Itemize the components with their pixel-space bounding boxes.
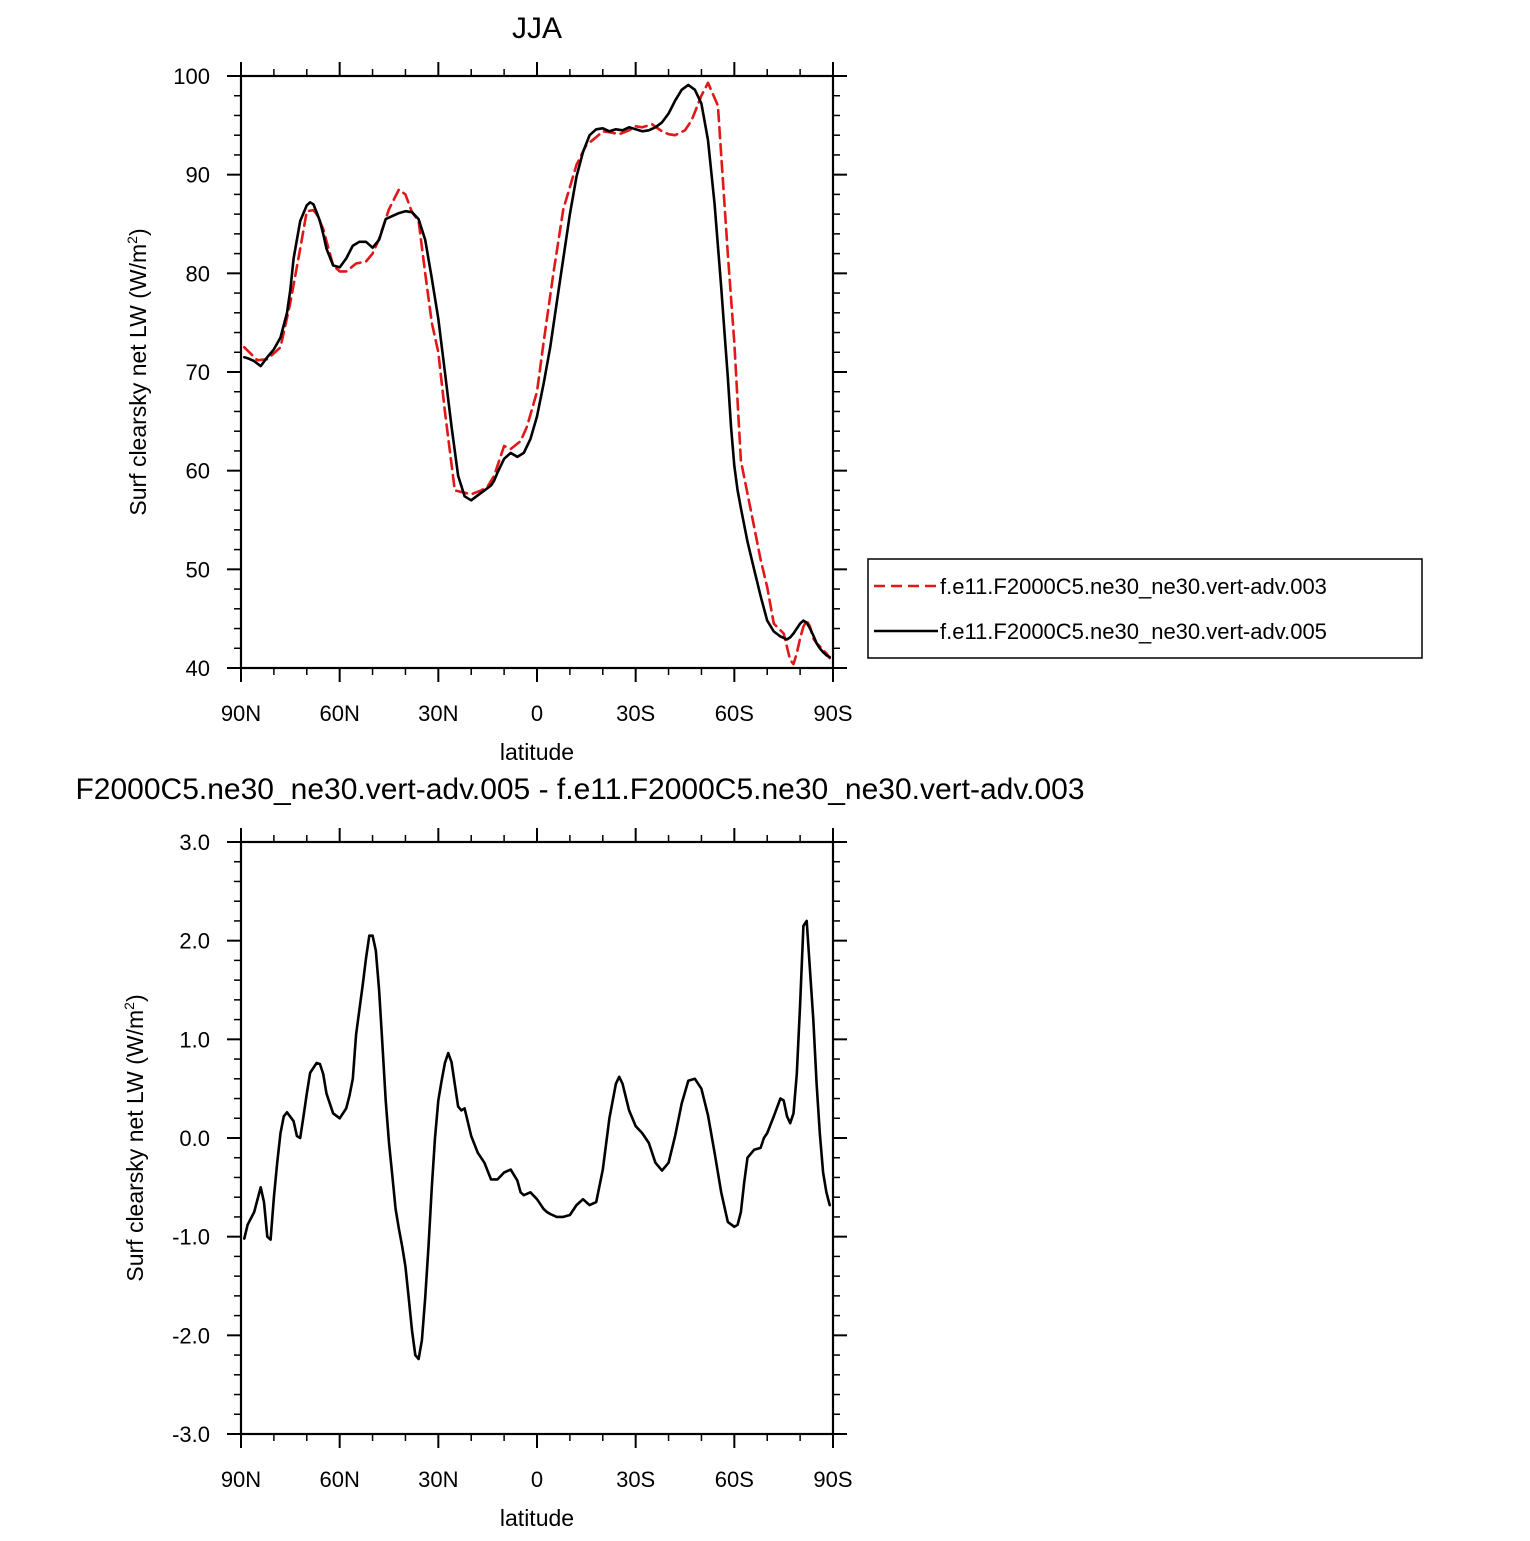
chart-top-x-tick-label: 30S xyxy=(616,701,655,726)
chart-top-x-tick-label: 30N xyxy=(418,701,458,726)
legend-label-series-1: f.e11.F2000C5.ne30_ne30.vert-adv.003 xyxy=(940,574,1327,599)
chart-bottom-series xyxy=(243,919,832,1361)
chart-top-y-axis-label-sup: 2 xyxy=(124,236,140,244)
chart-bottom-y-axis-label-sup: 2 xyxy=(121,1002,137,1010)
legend-label-series-2: f.e11.F2000C5.ne30_ne30.vert-adv.005 xyxy=(940,619,1327,644)
chart-top-y-tick-label: 60 xyxy=(186,459,210,484)
chart-bottom-x-tick-label: 90S xyxy=(813,1467,852,1492)
chart-top-series-2-line xyxy=(243,83,832,659)
chart-top-y-tick-label: 100 xyxy=(173,64,210,89)
chart-top-title: JJA xyxy=(512,12,562,45)
chart-top-y-axis-label: Surf clearsky net LW (W/m2) xyxy=(124,228,151,515)
chart-top-y-axis-label-main: Surf clearsky net LW (W/m xyxy=(125,244,151,516)
chart-bottom-y-tick-label: -2.0 xyxy=(172,1323,210,1348)
chart-top-y-axis-label-tail: ) xyxy=(125,228,151,236)
chart-bottom-x-tick-label: 30S xyxy=(616,1467,655,1492)
chart-top-series xyxy=(243,81,832,666)
chart-top-x-tick-label: 90N xyxy=(221,701,261,726)
chart-top-x-tick-label: 90S xyxy=(813,701,852,726)
chart-top-series-1-line xyxy=(243,81,832,666)
chart-top-frame xyxy=(239,74,835,670)
chart-top-y-tick-label: 80 xyxy=(186,261,210,286)
chart-bottom-y-axis-label-main: Surf clearsky net LW (W/m xyxy=(122,1010,148,1282)
chart-bottom-y-tick-label: 3.0 xyxy=(179,830,210,855)
chart-top-x-tick-label: 60N xyxy=(319,701,359,726)
chart-bottom: F2000C5.ne30_ne30.vert-adv.005 - f.e11.F… xyxy=(75,773,1084,1531)
chart-top: JJA 90N 60N 30N 0 30S 60S 90S 40 50 60 70 80 90 100 l… xyxy=(124,12,1423,765)
chart-bottom-y-tick-label: -1.0 xyxy=(172,1225,210,1250)
chart-bottom-y-axis-label-tail: ) xyxy=(122,994,148,1002)
chart-bottom-y-tick-label: 2.0 xyxy=(179,929,210,954)
chart-top-y-tick-label: 70 xyxy=(186,360,210,385)
chart-top-y-tick-label: 40 xyxy=(186,656,210,681)
chart-top-y-tick-label: 50 xyxy=(186,557,210,582)
chart-bottom-frame xyxy=(239,840,835,1436)
chart-top-x-tick-label: 60S xyxy=(715,701,754,726)
chart-bottom-x-tick-label: 0 xyxy=(531,1467,543,1492)
chart-bottom-y-tick-label: 1.0 xyxy=(179,1027,210,1052)
chart-bottom-y-tick-label: 0.0 xyxy=(179,1126,210,1151)
chart-bottom-y-axis-label: Surf clearsky net LW (W/m2) xyxy=(121,994,148,1281)
legend: f.e11.F2000C5.ne30_ne30.vert-adv.003 f.e… xyxy=(867,558,1423,659)
chart-bottom-x-axis-label: latitude xyxy=(500,1505,574,1531)
chart-top-y-tick-label: 90 xyxy=(186,163,210,188)
chart-bottom-x-tick-label: 30N xyxy=(418,1467,458,1492)
chart-bottom-x-tick-label: 60S xyxy=(715,1467,754,1492)
chart-top-ticks: 90N 60N 30N 0 30S 60S 90S 40 50 60 70 80 90 100 xyxy=(173,62,853,726)
chart-bottom-x-tick-label: 90N xyxy=(221,1467,261,1492)
chart-bottom-ticks: 90N 60N 30N 0 30S 60S 90S -3.0 -2.0 -1.0 0.0 1.0 2.0… xyxy=(172,828,853,1492)
chart-top-x-axis-label: latitude xyxy=(500,739,574,765)
chart-bottom-y-tick-label: -3.0 xyxy=(172,1422,210,1447)
legend-box xyxy=(867,558,1423,659)
chart-top-x-tick-label: 0 xyxy=(531,701,543,726)
chart-bottom-title: F2000C5.ne30_ne30.vert-adv.005 - f.e11.F… xyxy=(75,773,1084,806)
chart-bottom-series-1-line xyxy=(243,919,832,1361)
chart-bottom-x-tick-label: 60N xyxy=(319,1467,359,1492)
